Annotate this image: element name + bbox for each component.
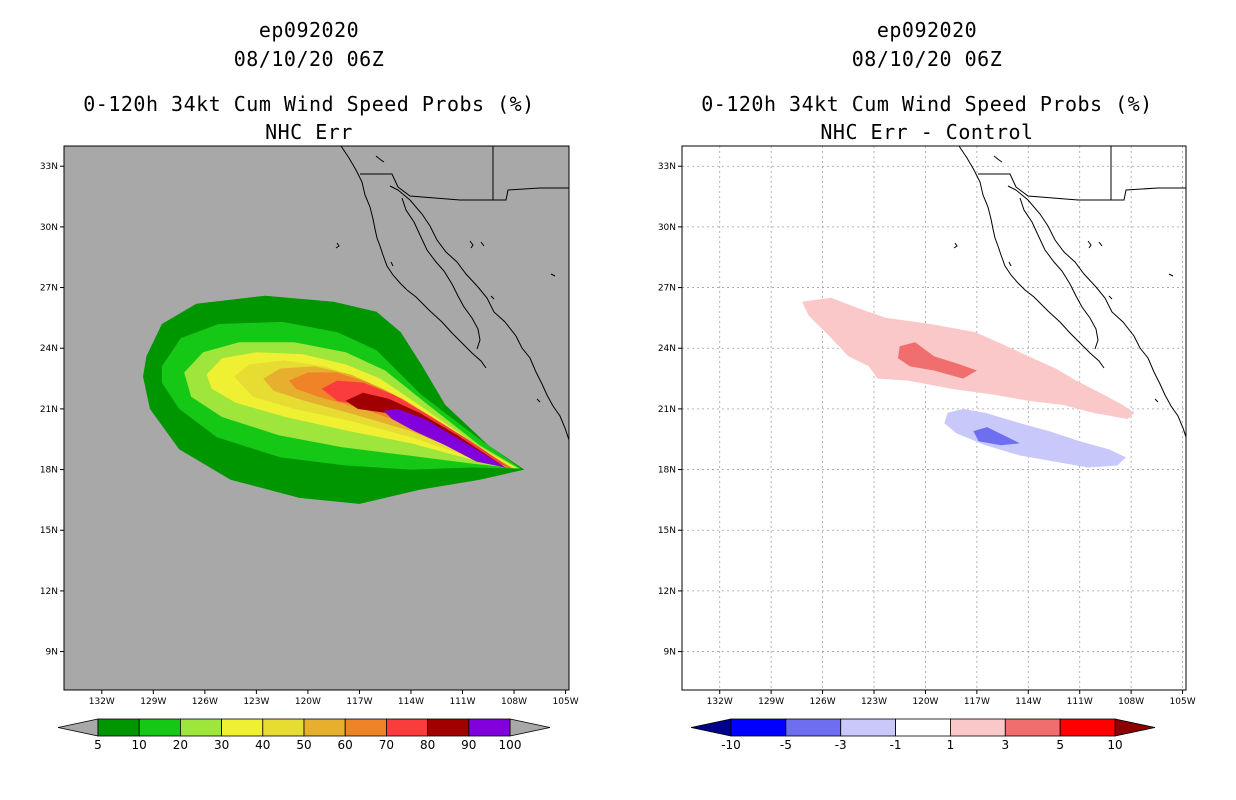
right-colorbar-swatch-3 (895, 718, 951, 737)
right-chart-subtitle: NHC Err - Control (820, 120, 1034, 144)
left-xtick-label-0: 132W (89, 697, 115, 707)
right-colorbar-swatch-6 (1059, 718, 1116, 737)
right-ytick-label-0: 33N (658, 162, 676, 172)
right-colorbar-swatch-2 (840, 718, 896, 737)
right-ytick-label-8: 9N (664, 648, 676, 658)
left-colorbar-swatch-0 (97, 718, 140, 737)
left-colorbar-swatch-2 (179, 718, 222, 737)
left-xtick-label-9: 105W (553, 697, 579, 707)
right-colorbar-swatch-0 (730, 718, 787, 737)
left-colorbar-swatch-8 (427, 718, 470, 737)
left-colorbar-over-arrow (509, 718, 551, 737)
left-colorbar-label-8: 80 (420, 738, 435, 752)
right-ytick-label-1: 30N (658, 223, 676, 233)
right-map-frame (681, 145, 1187, 691)
right-ytick-label-2: 27N (658, 284, 676, 294)
right-xtick-label-4: 120W (912, 697, 938, 707)
left-colorbar-swatch-1 (138, 718, 181, 737)
right-map-background (682, 146, 1186, 690)
right-ytick-label-3: 24N (658, 344, 676, 354)
left-map: 132W 129W 126W 123W 120W 117W 114W 111W 108W 105W… (40, 145, 579, 707)
right-xtick-label-8: 108W (1118, 697, 1144, 707)
left-ytick-label-8: 9N (46, 648, 58, 658)
right-colorbar: -10 -5 -3 -1 1 3 5 10 (690, 718, 1156, 752)
left-chart-subtitle: NHC Err (265, 120, 353, 144)
left-colorbar-label-3: 30 (214, 738, 229, 752)
left-xtick-label-6: 114W (398, 697, 424, 707)
left-datetime: 08/10/20 06Z (233, 47, 385, 71)
left-storm-id: ep092020 (258, 18, 360, 42)
right-colorbar-label-0: -10 (721, 738, 741, 752)
left-contour-9 (383, 408, 506, 468)
right-contour-0 (802, 297, 1135, 419)
right-colorbar-label-2: -3 (835, 738, 847, 752)
left-colorbar-swatch-4 (262, 718, 305, 737)
left-ytick-label-3: 24N (40, 344, 58, 354)
left-ytick-label-1: 30N (40, 223, 58, 233)
right-colorbar-swatch-5 (1004, 718, 1061, 737)
right-contour-3 (973, 427, 1020, 446)
left-colorbar-swatch-6 (344, 718, 387, 737)
right-xtick-label-1: 129W (758, 697, 784, 707)
right-xtick-label-0: 132W (707, 697, 733, 707)
right-xtick-label-3: 123W (861, 697, 887, 707)
left-xtick-label-4: 120W (295, 697, 321, 707)
right-xtick-label-7: 111W (1067, 697, 1093, 707)
left-xtick-label-8: 108W (501, 697, 527, 707)
left-colorbar-swatch-5 (303, 718, 346, 737)
left-colorbar-swatch-9 (468, 718, 511, 737)
right-contour-1 (944, 408, 1126, 468)
left-ytick-label-5: 18N (40, 466, 58, 476)
left-ytick-label-2: 27N (40, 284, 58, 294)
left-xtick-label-1: 129W (140, 697, 166, 707)
right-xtick-label-2: 126W (810, 697, 836, 707)
left-colorbar-swatch-3 (221, 718, 264, 737)
right-xtick-label-6: 114W (1015, 697, 1041, 707)
right-colorbar-over-arrow (1114, 718, 1156, 737)
left-xtick-label-5: 117W (346, 697, 372, 707)
right-xtick-label-9: 105W (1170, 697, 1196, 707)
right-ytick-label-5: 18N (658, 466, 676, 476)
left-ytick-label-7: 12N (40, 587, 58, 597)
right-colorbar-label-5: 3 (1001, 738, 1009, 752)
left-map-frame (63, 145, 570, 691)
right-colorbar-label-7: 10 (1107, 738, 1122, 752)
left-colorbar-label-2: 20 (173, 738, 188, 752)
right-colorbar-label-3: -1 (890, 738, 902, 752)
left-colorbar-label-7: 70 (379, 738, 394, 752)
left-ytick-label-4: 21N (40, 405, 58, 415)
left-colorbar-under-arrow (57, 718, 99, 737)
left-colorbar-label-9: 90 (461, 738, 476, 752)
right-ytick-label-7: 12N (658, 587, 676, 597)
left-colorbar-label-0: 5 (94, 738, 102, 752)
left-ytick-label-0: 33N (40, 162, 58, 172)
left-xtick-label-7: 111W (449, 697, 475, 707)
right-colorbar-label-6: 5 (1056, 738, 1064, 752)
right-map: 132W 129W 126W 123W 120W 117W 114W 111W 108W 105W… (658, 145, 1196, 707)
left-colorbar: 5 10 20 30 40 50 60 70 80 90 100 (57, 718, 551, 752)
right-colorbar-label-1: -5 (780, 738, 792, 752)
left-colorbar-label-5: 50 (296, 738, 311, 752)
right-ytick-label-4: 21N (658, 405, 676, 415)
right-contour-2 (898, 342, 977, 379)
right-storm-id: ep092020 (876, 18, 978, 42)
left-colorbar-swatch-7 (385, 718, 428, 737)
left-chart-title: 0-120h 34kt Cum Wind Speed Probs (%) (83, 92, 535, 116)
right-xtick-label-5: 117W (964, 697, 990, 707)
right-colorbar-under-arrow (690, 718, 732, 737)
right-chart-title: 0-120h 34kt Cum Wind Speed Probs (%) (701, 92, 1153, 116)
left-colorbar-label-6: 60 (338, 738, 353, 752)
left-xtick-label-2: 126W (192, 697, 218, 707)
right-ytick-label-6: 15N (658, 526, 676, 536)
right-colorbar-label-4: 1 (947, 738, 955, 752)
right-colorbar-swatch-4 (950, 718, 1006, 737)
left-ytick-label-6: 15N (40, 526, 58, 536)
left-xtick-label-3: 123W (243, 697, 269, 707)
right-datetime: 08/10/20 06Z (851, 47, 1003, 71)
right-colorbar-swatch-1 (785, 718, 842, 737)
left-colorbar-label-1: 10 (132, 738, 147, 752)
left-colorbar-label-10: 100 (499, 738, 522, 752)
left-colorbar-label-4: 40 (255, 738, 270, 752)
